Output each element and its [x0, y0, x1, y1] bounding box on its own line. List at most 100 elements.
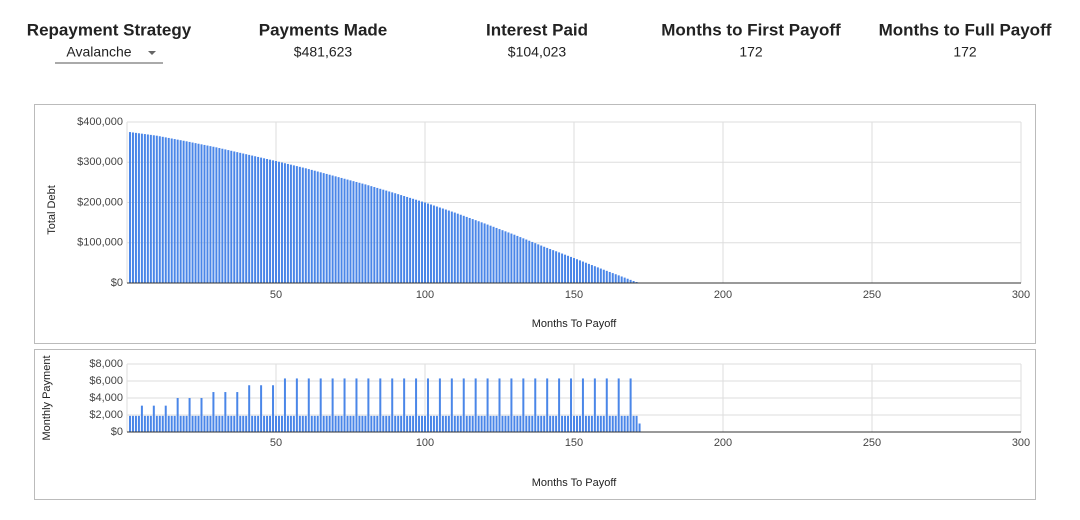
bar: [400, 195, 403, 283]
bar: [206, 415, 209, 432]
bar: [429, 204, 432, 283]
bar: [134, 132, 137, 283]
bar: [301, 415, 304, 432]
bar: [260, 385, 263, 432]
bar: [570, 256, 573, 283]
bar: [188, 398, 191, 432]
bar: [498, 229, 501, 283]
bar: [537, 244, 540, 283]
bar: [492, 415, 495, 432]
bar: [441, 208, 444, 283]
bar: [504, 415, 507, 432]
bar: [421, 201, 424, 283]
bar: [629, 378, 632, 432]
bar: [260, 157, 263, 283]
bar: [349, 415, 352, 432]
bar: [233, 415, 236, 432]
bar: [176, 398, 179, 432]
bar: [313, 415, 316, 432]
bar: [236, 152, 239, 283]
bar: [486, 224, 489, 283]
bar: [206, 145, 209, 283]
bar: [233, 151, 236, 283]
bar: [367, 185, 370, 283]
y-tick-label: $0: [111, 277, 123, 289]
bar: [325, 173, 328, 283]
bar: [301, 167, 304, 283]
bar: [567, 415, 570, 432]
bar: [394, 415, 397, 432]
bar: [397, 194, 400, 283]
bar: [555, 415, 558, 432]
bar: [447, 210, 450, 283]
x-tick-label: 50: [270, 437, 282, 449]
bar: [146, 134, 149, 283]
bar: [426, 203, 429, 283]
y-axis-title: Total Debt: [46, 185, 58, 235]
bar: [492, 226, 495, 283]
bar: [376, 187, 379, 283]
y-tick-label: $8,000: [89, 358, 123, 370]
bar: [435, 206, 438, 283]
bar: [269, 415, 272, 432]
bar: [358, 182, 361, 283]
bar: [635, 415, 638, 432]
bar: [292, 165, 295, 283]
bar: [203, 144, 206, 283]
bar: [182, 140, 185, 283]
bar: [325, 415, 328, 432]
bar: [218, 148, 221, 283]
bar: [441, 415, 444, 432]
bar: [558, 378, 561, 432]
bar: [289, 415, 292, 432]
bar: [504, 231, 507, 283]
bar: [543, 415, 546, 432]
bar: [474, 378, 477, 432]
bar: [257, 156, 260, 283]
bar: [561, 253, 564, 283]
dropdown-arrow[interactable]: [148, 51, 156, 55]
bar: [534, 378, 537, 432]
bar: [596, 415, 599, 432]
bar: [638, 423, 641, 432]
bar: [546, 247, 549, 283]
bar: [140, 405, 143, 432]
bar: [409, 415, 412, 432]
bar: [623, 277, 626, 283]
bar: [468, 217, 471, 283]
bar: [400, 415, 403, 432]
bar: [298, 166, 301, 283]
kpi-value: 172: [953, 44, 977, 60]
bar: [137, 133, 140, 283]
bar: [251, 415, 254, 432]
bar: [528, 415, 531, 432]
bar: [635, 281, 638, 283]
bar: [599, 268, 602, 283]
strategy-dropdown[interactable]: Avalanche: [66, 44, 131, 60]
bar: [224, 392, 227, 432]
bar: [581, 378, 584, 432]
kpi-label: Interest Paid: [486, 20, 588, 39]
bar: [397, 415, 400, 432]
bar: [575, 259, 578, 283]
bar: [212, 392, 215, 432]
bar: [421, 415, 424, 432]
x-axis-title: Months To Payoff: [532, 477, 618, 489]
bar: [283, 163, 286, 283]
bar: [447, 415, 450, 432]
bar: [540, 245, 543, 283]
bar: [480, 222, 483, 283]
bar: [283, 378, 286, 432]
bar: [429, 415, 432, 432]
x-tick-label: 100: [416, 437, 434, 449]
bar: [251, 155, 254, 283]
bar: [495, 227, 498, 283]
bar: [379, 188, 382, 283]
bar: [561, 415, 564, 432]
bar: [510, 233, 513, 283]
bar: [307, 378, 310, 432]
bar: [409, 197, 412, 283]
bar: [584, 262, 587, 283]
bar: [263, 158, 266, 283]
bar: [286, 163, 289, 283]
